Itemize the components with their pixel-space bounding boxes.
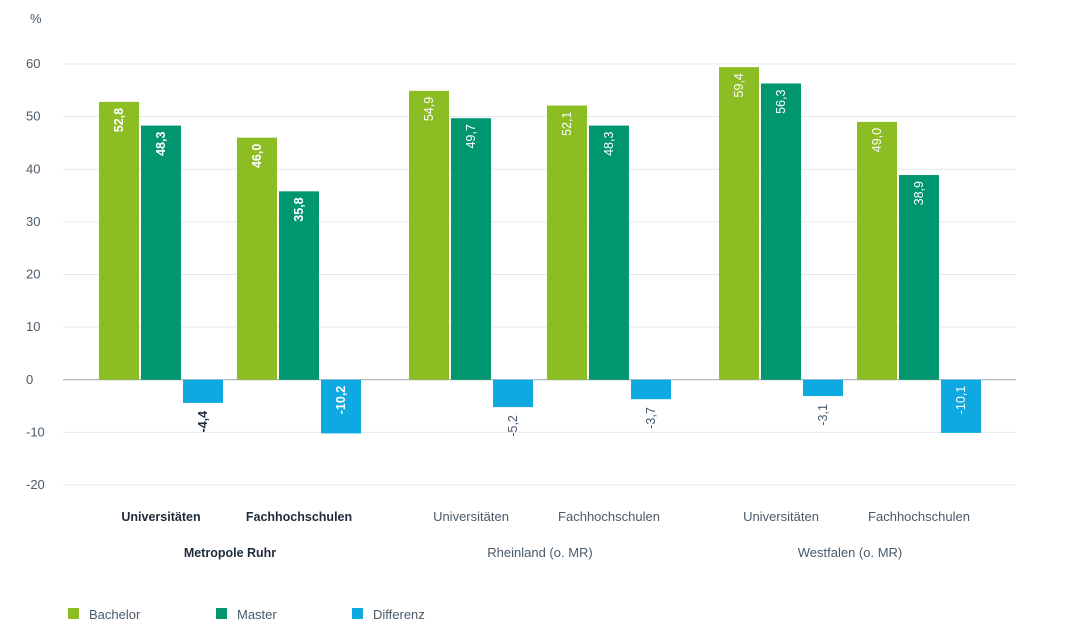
legend-swatch: [352, 608, 363, 619]
bar-bachelor: [99, 101, 139, 380]
data-label: -3,1: [816, 404, 830, 426]
data-label: 54,9: [422, 97, 436, 121]
y-tick-label: 20: [26, 267, 40, 282]
bar-bachelor: [719, 67, 759, 380]
bar-master: [899, 175, 939, 380]
bar-differenz: [321, 379, 361, 434]
data-label: 49,7: [464, 124, 478, 148]
bar-bachelor: [857, 121, 897, 380]
legend-label: Master: [237, 607, 277, 622]
y-tick-labels: -20 -10 0 10 20 30 40 50 60: [26, 56, 45, 492]
y-tick-label: -10: [26, 424, 45, 439]
data-label: 52,1: [560, 112, 574, 136]
bar-master: [451, 118, 491, 380]
bar-differenz: [183, 379, 223, 403]
bar-master: [589, 125, 629, 380]
y-axis-label: %: [30, 11, 42, 26]
y-tick-label: 60: [26, 56, 40, 71]
y-tick-label: 50: [26, 109, 40, 124]
bars: [99, 67, 981, 434]
y-tick-label: 10: [26, 319, 40, 334]
legend-item-master: Master: [216, 607, 277, 622]
data-label: 49,0: [870, 128, 884, 152]
category-label: Universitäten: [743, 509, 819, 524]
y-tick-label: 40: [26, 161, 40, 176]
legend-swatch: [216, 608, 227, 619]
category-labels: Universitäten Fachhochschulen Metropole Ru…: [121, 509, 970, 560]
category-label: Universitäten: [433, 509, 509, 524]
legend-label: Bachelor: [89, 607, 141, 622]
region-label: Metropole Ruhr: [184, 546, 276, 560]
region-label: Westfalen (o. MR): [798, 545, 903, 560]
bar-master: [761, 83, 801, 380]
legend: Bachelor Master Differenz: [68, 607, 425, 622]
bar-differenz: [803, 379, 843, 397]
legend-item-differenz: Differenz: [352, 607, 425, 622]
bar-differenz: [493, 379, 533, 408]
data-label: 48,3: [154, 132, 168, 156]
category-label: Fachhochschulen: [246, 510, 352, 524]
bar-bachelor: [237, 137, 277, 380]
bar-master: [279, 191, 319, 380]
bar-differenz: [631, 379, 671, 400]
category-label: Fachhochschulen: [868, 509, 970, 524]
region-label: Rheinland (o. MR): [487, 545, 593, 560]
data-label: 59,4: [732, 73, 746, 97]
data-label: 52,8: [112, 108, 126, 132]
category-label: Universitäten: [121, 510, 200, 524]
y-tick-label: -20: [26, 477, 45, 492]
data-label: 46,0: [250, 144, 264, 168]
data-label: -5,2: [506, 415, 520, 437]
data-labels: 52,8 48,3 -4,4 46,0 35,8 -10,2 54,9 49,7 -5,2 52,…: [112, 73, 968, 437]
legend-item-bachelor: Bachelor: [68, 607, 141, 622]
legend-label: Differenz: [373, 607, 425, 622]
legend-swatch: [68, 608, 79, 619]
data-label: -10,2: [334, 386, 348, 415]
data-label: -4,4: [196, 411, 210, 433]
bar-master: [141, 125, 181, 380]
y-tick-label: 30: [26, 214, 40, 229]
bar-bachelor: [547, 105, 587, 380]
data-label: 48,3: [602, 132, 616, 156]
bar-differenz: [941, 379, 981, 433]
bar-bachelor: [409, 90, 449, 380]
data-label: -10,1: [954, 386, 968, 415]
data-label: 35,8: [292, 197, 306, 221]
data-label: 38,9: [912, 181, 926, 205]
data-label: 56,3: [774, 89, 788, 113]
category-label: Fachhochschulen: [558, 509, 660, 524]
data-label: -3,7: [644, 407, 658, 429]
y-tick-label: 0: [26, 372, 33, 387]
